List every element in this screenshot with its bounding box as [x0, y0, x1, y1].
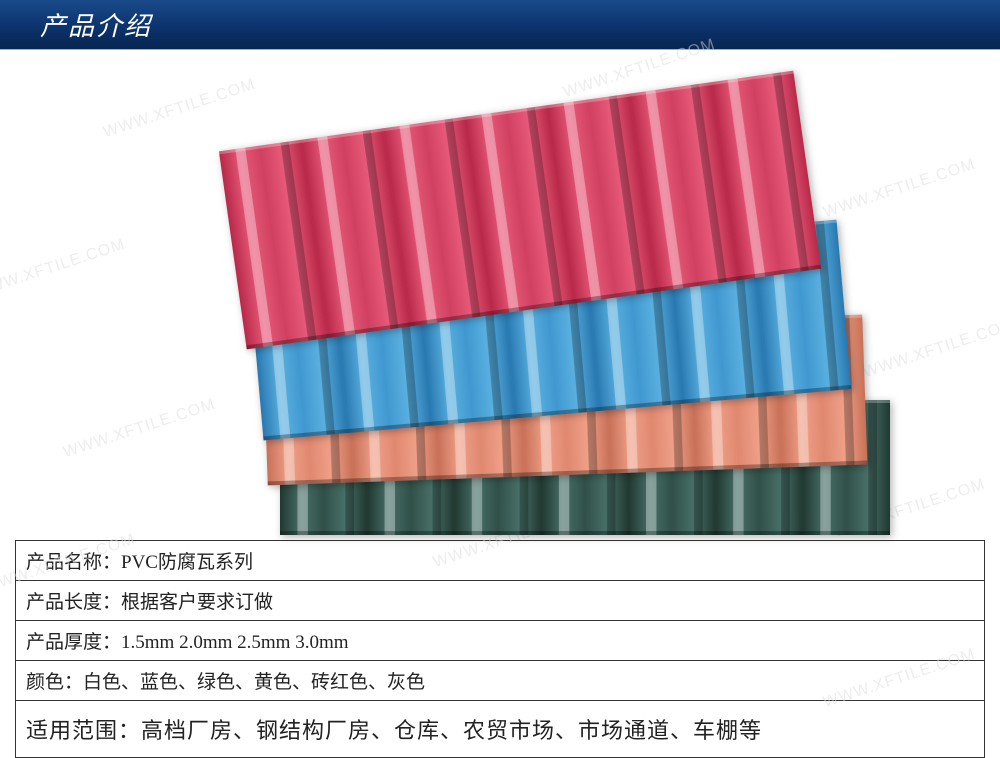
spec-label: 适用范围：	[26, 718, 141, 743]
spec-row-length: 产品长度：根据客户要求订做	[16, 581, 984, 621]
spec-value: 1.5mm 2.0mm 2.5mm 3.0mm	[121, 632, 348, 653]
spec-value: 根据客户要求订做	[121, 592, 273, 613]
spec-value: PVC防腐瓦系列	[121, 552, 253, 573]
product-image-area	[0, 50, 1000, 540]
spec-label: 颜色：	[26, 672, 83, 693]
spec-label: 产品厚度：	[26, 632, 121, 653]
header-title: 产品介绍	[40, 6, 152, 43]
spec-value: 白色、蓝色、绿色、黄色、砖红色、灰色	[83, 672, 425, 693]
header-bar: 产品介绍	[0, 0, 1000, 50]
spec-value: 高档厂房、钢结构厂房、仓库、农贸市场、市场通道、车棚等	[141, 718, 762, 743]
spec-row-name: 产品名称：PVC防腐瓦系列	[16, 541, 984, 581]
spec-table: 产品名称：PVC防腐瓦系列 产品长度：根据客户要求订做 产品厚度：1.5mm 2…	[15, 540, 985, 758]
spec-label: 产品名称：	[26, 552, 121, 573]
spec-row-color: 颜色：白色、蓝色、绿色、黄色、砖红色、灰色	[16, 661, 984, 701]
spec-row-scope: 适用范围：高档厂房、钢结构厂房、仓库、农贸市场、市场通道、车棚等	[16, 701, 984, 757]
spec-label: 产品长度：	[26, 592, 121, 613]
tile-stack	[150, 80, 850, 510]
spec-row-thickness: 产品厚度：1.5mm 2.0mm 2.5mm 3.0mm	[16, 621, 984, 661]
